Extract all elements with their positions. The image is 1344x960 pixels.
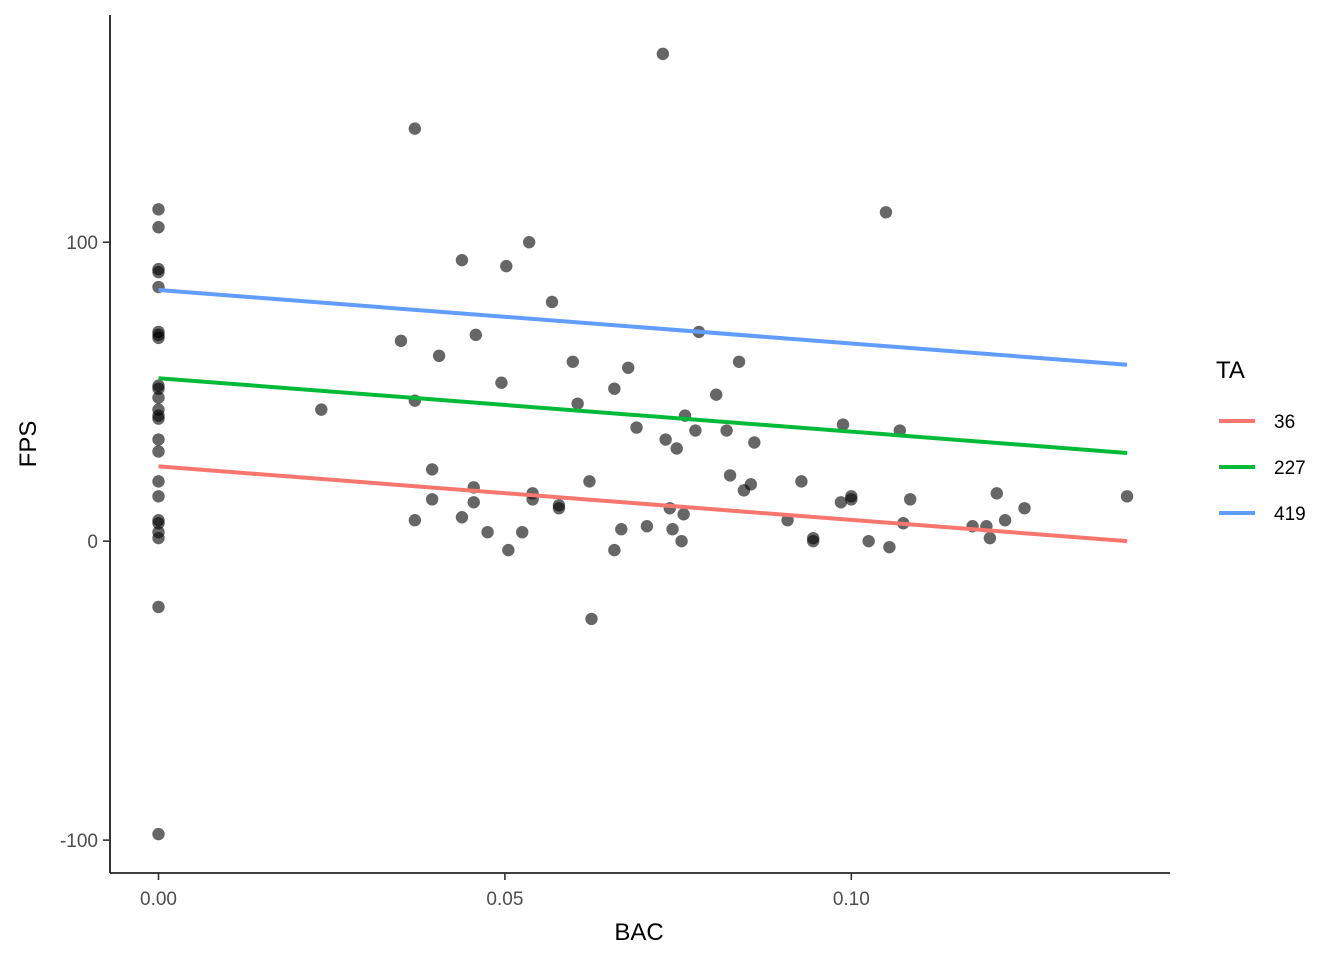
data-point: [495, 376, 508, 389]
legend-label-227: 227: [1274, 458, 1306, 479]
data-point: [689, 424, 702, 437]
legend-title: TA: [1216, 357, 1245, 384]
data-point: [394, 334, 408, 348]
regression-line-419: [158, 288, 1128, 367]
data-point: [152, 412, 165, 425]
data-point: [795, 475, 808, 488]
data-point: [481, 525, 494, 539]
data-point: [583, 475, 596, 488]
data-point: [998, 514, 1012, 527]
data-point: [879, 206, 893, 219]
data-point: [903, 493, 917, 506]
data-point: [152, 221, 165, 234]
y-tick-label: -100: [60, 831, 98, 852]
data-point: [152, 203, 165, 216]
legend: TA 36 227 419: [1216, 357, 1306, 525]
data-point: [408, 514, 422, 527]
data-point: [152, 600, 165, 614]
data-point: [152, 531, 165, 545]
regression-line-36: [158, 464, 1128, 544]
x-tick-label: 0.05: [486, 889, 523, 910]
data-point: [723, 469, 737, 482]
y-tick-label: 0: [87, 532, 98, 553]
data-point: [732, 355, 746, 368]
y-tick-label: 100: [66, 233, 98, 254]
data-point: [615, 523, 628, 536]
data-point: [500, 259, 513, 273]
legend-label-419: 419: [1274, 504, 1306, 525]
data-point: [455, 253, 469, 267]
data-point: [425, 493, 439, 506]
data-point: [630, 421, 643, 434]
legend-label-36: 36: [1274, 412, 1295, 433]
data-point: [983, 531, 997, 545]
data-point: [836, 418, 850, 431]
data-point: [152, 517, 165, 530]
data-point: [152, 445, 165, 458]
data-point: [807, 534, 820, 548]
data-point: [152, 265, 165, 279]
data-point: [455, 511, 469, 524]
data-point: [656, 47, 670, 61]
x-axis-title: BAC: [614, 919, 663, 946]
x-tick-label: 0.00: [140, 889, 177, 910]
data-point: [522, 236, 536, 249]
data-point: [845, 493, 858, 506]
data-point: [608, 382, 621, 395]
data-point: [659, 433, 672, 446]
data-point: [677, 508, 690, 521]
data-point: [152, 391, 165, 404]
data-point: [585, 612, 598, 626]
data-point: [748, 436, 761, 449]
data-point: [152, 475, 165, 488]
regression-line-227: [158, 376, 1128, 455]
data-point: [566, 355, 579, 368]
data-point: [516, 525, 529, 539]
data-point: [152, 827, 165, 841]
data-point: [1120, 490, 1134, 503]
data-point: [571, 397, 584, 410]
data-point: [467, 496, 480, 509]
data-point: [675, 534, 688, 548]
data-point: [834, 496, 848, 509]
data-point: [622, 361, 635, 374]
data-point: [720, 424, 733, 437]
data-point: [152, 433, 165, 446]
data-point: [408, 122, 422, 135]
x-axis-ticks: 0.00 0.05 0.10: [140, 873, 870, 910]
y-axis-ticks: -100 0 100: [60, 233, 110, 852]
data-point: [315, 403, 328, 416]
data-point: [152, 490, 165, 503]
data-point: [990, 487, 1003, 500]
data-point: [502, 543, 515, 557]
data-point: [710, 388, 723, 401]
data-point: [432, 349, 446, 363]
data-point: [666, 523, 679, 536]
data-point: [744, 478, 758, 491]
data-point: [640, 520, 654, 533]
data-point: [469, 328, 483, 342]
data-point: [152, 382, 165, 395]
data-point: [545, 295, 559, 309]
data-point: [425, 463, 439, 476]
legend-items: 36 227 419: [1219, 412, 1306, 525]
data-point: [862, 534, 875, 548]
data-point: [1018, 502, 1031, 515]
regression-lines-layer: [158, 288, 1128, 544]
data-point: [608, 543, 621, 557]
x-tick-label: 0.10: [833, 889, 870, 910]
data-point: [552, 499, 566, 512]
y-axis-title: FPS: [15, 421, 42, 468]
data-point: [152, 331, 165, 345]
data-point: [670, 442, 683, 455]
data-point: [883, 540, 896, 554]
